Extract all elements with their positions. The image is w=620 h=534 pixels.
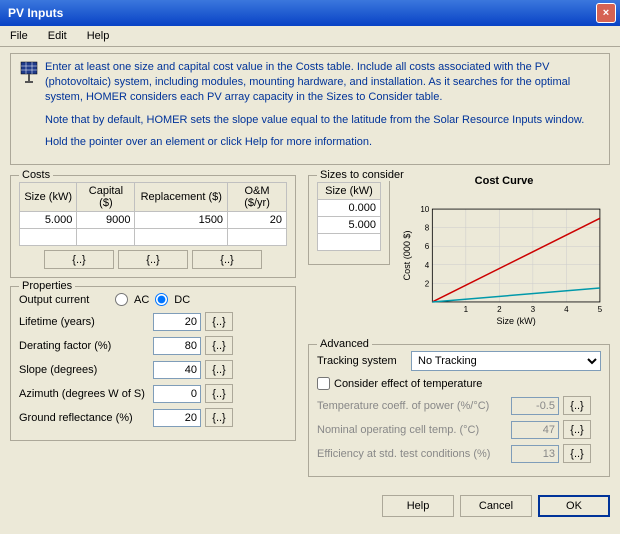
pv-icon (19, 60, 39, 84)
size-row[interactable]: 0.000 (318, 200, 381, 217)
tracking-select[interactable]: No Tracking (411, 351, 601, 371)
sizes-fieldset: Sizes to consider Size (kW) 0.000 5.000 (308, 175, 390, 265)
costs-row[interactable]: 5.000 9000 1500 20 (20, 212, 287, 229)
sizes-table: Size (kW) 0.000 5.000 (317, 182, 381, 251)
costs-header-replacement: Replacement ($) (135, 183, 228, 212)
properties-fieldset: Properties Output current AC DC Lifetime… (10, 286, 296, 441)
costs-table: Size (kW) Capital ($) Replacement ($) O&… (19, 182, 287, 246)
info-text: Enter at least one size and capital cost… (45, 60, 601, 158)
advanced-fieldset: Advanced Tracking system No Tracking Con… (308, 344, 610, 477)
svg-text:4: 4 (425, 261, 430, 270)
svg-text:2: 2 (497, 305, 502, 314)
size-row-empty[interactable] (318, 234, 381, 251)
svg-text:10: 10 (420, 205, 429, 214)
properties-legend: Properties (19, 280, 75, 292)
menu-help[interactable]: Help (83, 29, 114, 43)
derating-input[interactable] (153, 337, 201, 355)
dc-radio[interactable] (155, 293, 168, 306)
costs-curly-1[interactable]: {..} (44, 250, 114, 269)
temp-coeff-input (511, 397, 559, 415)
cancel-button[interactable]: Cancel (460, 495, 532, 517)
chart-svg: 24681012345Size (kW)Cost (000 $) (398, 187, 610, 346)
noct-input (511, 421, 559, 439)
ac-radio[interactable] (115, 293, 128, 306)
titlebar: PV Inputs × (0, 0, 620, 26)
ground-label: Ground reflectance (%) (19, 412, 149, 424)
sizes-legend: Sizes to consider (317, 169, 407, 181)
ground-input[interactable] (153, 409, 201, 427)
svg-text:8: 8 (425, 224, 430, 233)
menubar: File Edit Help (0, 26, 620, 47)
eff-input (511, 445, 559, 463)
info-box: Enter at least one size and capital cost… (10, 53, 610, 165)
svg-text:Cost (000 $): Cost (000 $) (402, 231, 412, 281)
close-button[interactable]: × (596, 3, 616, 23)
derating-curly[interactable]: {..} (205, 336, 233, 355)
costs-header-size: Size (kW) (20, 183, 77, 212)
costs-curly-3[interactable]: {..} (192, 250, 262, 269)
costs-header-om: O&M ($/yr) (228, 183, 287, 212)
noct-curly: {..} (563, 420, 591, 439)
output-current-label: Output current (19, 294, 109, 306)
svg-text:Size (kW): Size (kW) (496, 316, 535, 326)
temp-label: Consider effect of temperature (334, 378, 482, 390)
lifetime-input[interactable] (153, 313, 201, 331)
lifetime-label: Lifetime (years) (19, 316, 149, 328)
azimuth-label: Azimuth (degrees W of S) (19, 388, 149, 400)
azimuth-input[interactable] (153, 385, 201, 403)
window-title: PV Inputs (4, 6, 63, 20)
costs-header-capital: Capital ($) (77, 183, 135, 212)
svg-text:5: 5 (598, 305, 603, 314)
temp-checkbox[interactable] (317, 377, 330, 390)
svg-text:1: 1 (464, 305, 469, 314)
costs-fieldset: Costs Size (kW) Capital ($) Replacement … (10, 175, 296, 278)
derating-label: Derating factor (%) (19, 340, 149, 352)
cost-curve-chart: Cost Curve 24681012345Size (kW)Cost (000… (398, 175, 610, 334)
sizes-header: Size (kW) (318, 183, 381, 200)
menu-edit[interactable]: Edit (44, 29, 71, 43)
svg-text:2: 2 (425, 280, 430, 289)
help-button[interactable]: Help (382, 495, 454, 517)
tracking-label: Tracking system (317, 355, 407, 367)
lifetime-curly[interactable]: {..} (205, 312, 233, 331)
ok-button[interactable]: OK (538, 495, 610, 517)
costs-legend: Costs (19, 169, 53, 181)
advanced-legend: Advanced (317, 338, 372, 350)
ground-curly[interactable]: {..} (205, 408, 233, 427)
noct-label: Nominal operating cell temp. (°C) (317, 424, 507, 436)
slope-label: Slope (degrees) (19, 364, 149, 376)
eff-label: Efficiency at std. test conditions (%) (317, 448, 507, 460)
slope-input[interactable] (153, 361, 201, 379)
svg-text:3: 3 (531, 305, 536, 314)
eff-curly: {..} (563, 444, 591, 463)
menu-file[interactable]: File (6, 29, 32, 43)
azimuth-curly[interactable]: {..} (205, 384, 233, 403)
slope-curly[interactable]: {..} (205, 360, 233, 379)
svg-text:6: 6 (425, 242, 430, 251)
temp-coeff-curly: {..} (563, 396, 591, 415)
size-row[interactable]: 5.000 (318, 217, 381, 234)
costs-row-empty[interactable] (20, 229, 287, 246)
temp-coeff-label: Temperature coeff. of power (%/°C) (317, 400, 507, 412)
costs-curly-2[interactable]: {..} (118, 250, 188, 269)
svg-text:4: 4 (564, 305, 569, 314)
